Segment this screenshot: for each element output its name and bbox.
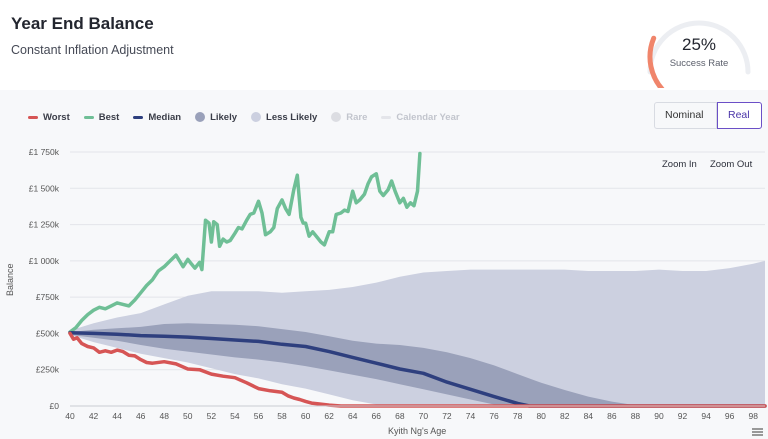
x-tick-label: 74 <box>466 411 476 421</box>
x-tick-label: 78 <box>513 411 523 421</box>
y-axis-title: Balance <box>5 263 15 296</box>
x-tick-label: 42 <box>89 411 99 421</box>
gauge-arc <box>647 20 751 88</box>
legend-swatch <box>381 115 392 119</box>
x-tick-label: 50 <box>183 411 193 421</box>
y-tick-label: £1 750k <box>29 147 60 157</box>
nominal-button[interactable]: Nominal <box>654 102 717 129</box>
legend-item-median[interactable]: Median <box>133 112 181 123</box>
legend-label: Less Likely <box>266 111 318 123</box>
legend-item-rare[interactable]: Rare <box>331 112 367 123</box>
zoom-out-button[interactable]: Zoom Out <box>710 159 753 170</box>
legend-label: Best <box>98 111 120 123</box>
header: Year End Balance Constant Inflation Adju… <box>0 0 768 90</box>
y-tick-label: £1 000k <box>29 256 60 266</box>
series-median <box>68 330 767 408</box>
x-tick-label: 58 <box>277 411 287 421</box>
legend-swatch <box>133 115 144 119</box>
x-tick-label: 48 <box>160 411 170 421</box>
y-tick-label: £250k <box>36 365 60 375</box>
x-tick-label: 94 <box>701 411 711 421</box>
legend-label: Median <box>148 111 182 123</box>
success-rate-gauge: 25% Success Rate <box>634 2 764 88</box>
gauge-value: 25% <box>681 35 717 54</box>
x-tick-label: 60 <box>301 411 311 421</box>
x-axis-title: Kyith Ng's Age <box>388 426 447 436</box>
legend-item-best[interactable]: Best <box>83 111 120 123</box>
y-tick-label: £0 <box>50 401 60 411</box>
legend-swatch <box>28 115 38 119</box>
y-tick-label: £1 500k <box>29 183 60 193</box>
x-tick-label: 96 <box>725 411 735 421</box>
x-tick-label: 44 <box>112 411 122 421</box>
series-best <box>68 151 422 334</box>
page-title: Year End Balance <box>11 14 154 33</box>
x-tick-label: 62 <box>324 411 334 421</box>
x-tick-label: 46 <box>136 411 146 421</box>
x-tick-label: 68 <box>395 411 405 421</box>
legend-item-calendar-year[interactable]: Calendar Year <box>381 111 460 123</box>
x-tick-label: 52 <box>207 411 217 421</box>
x-tick-label: 70 <box>419 411 429 421</box>
y-tick-label: £500k <box>36 328 60 338</box>
zoom-in-button[interactable]: Zoom In <box>662 159 697 170</box>
legend-item-less-likely[interactable]: Less Likely <box>251 112 317 123</box>
chart-menu-icon[interactable] <box>752 428 763 437</box>
x-tick-label: 92 <box>678 411 688 421</box>
x-tick-label: 72 <box>442 411 452 421</box>
legend-label: Calendar Year <box>396 111 460 123</box>
legend-swatch <box>83 115 94 119</box>
gauge-fill <box>647 35 665 88</box>
legend-swatch <box>331 112 342 122</box>
x-tick-label: 40 <box>65 411 75 421</box>
x-tick-label: 84 <box>584 411 594 421</box>
band-less-likely <box>70 260 765 406</box>
nominal-real-toggle: Nominal Real <box>654 102 762 129</box>
x-tick-label: 90 <box>654 411 664 421</box>
y-tick-label: £1 250k <box>29 220 60 230</box>
x-tick-label: 82 <box>560 411 570 421</box>
chart-legend: Worst Best Median Likely Less Likely Rar… <box>28 110 474 124</box>
x-tick-label: 76 <box>489 411 499 421</box>
legend-label: Likely <box>210 111 238 123</box>
x-tick-label: 88 <box>631 411 641 421</box>
x-tick-label: 64 <box>348 411 358 421</box>
y-tick-label: £750k <box>36 292 60 302</box>
x-tick-label: 86 <box>607 411 617 421</box>
x-tick-label: 66 <box>372 411 382 421</box>
real-button[interactable]: Real <box>717 102 762 129</box>
band-likely <box>70 323 765 406</box>
x-tick-label: 54 <box>230 411 240 421</box>
legend-label: Rare <box>346 111 368 123</box>
legend-item-likely[interactable]: Likely <box>195 112 237 123</box>
x-tick-label: 56 <box>254 411 264 421</box>
x-tick-label: 98 <box>748 411 758 421</box>
gauge-label: Success Rate <box>669 58 729 69</box>
x-tick-label: 80 <box>536 411 546 421</box>
page-subtitle: Constant Inflation Adjustment <box>11 43 174 57</box>
legend-swatch <box>195 112 206 122</box>
legend-swatch <box>251 112 262 122</box>
legend-item-worst[interactable]: Worst <box>28 112 70 123</box>
legend-label: Worst <box>43 111 70 123</box>
